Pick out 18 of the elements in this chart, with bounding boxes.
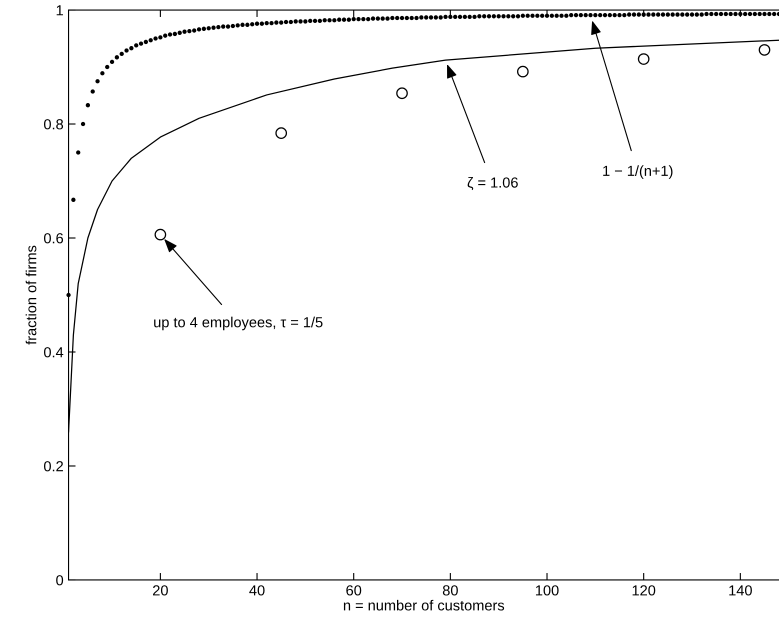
x-tick-label: 20 [153, 585, 168, 596]
y-tick-label: 0.4 [44, 347, 64, 358]
x-tick-label: 100 [536, 585, 559, 596]
x-tick-label: 80 [442, 585, 458, 596]
y-tick-label: 1 [56, 5, 63, 16]
annotation: ζ = 1.06 [468, 176, 518, 190]
y-tick-label: 0.2 [44, 461, 63, 472]
x-axis-title: n = number of customers [344, 600, 504, 611]
y-axis-title: fraction of firms [26, 246, 36, 345]
y-tick-label: 0 [56, 575, 64, 586]
x-tick-label: 120 [632, 585, 656, 596]
x-tick-label: 60 [346, 585, 362, 596]
annotation: up to 4 employees, τ = 1/5 [154, 316, 323, 330]
y-tick-label: 0.6 [44, 233, 64, 244]
x-tick-label: 40 [249, 585, 265, 596]
x-tick-label: 140 [729, 585, 752, 596]
y-tick-label: 0.8 [44, 119, 64, 130]
annotation: 1 − 1/(n+1) [603, 165, 673, 179]
